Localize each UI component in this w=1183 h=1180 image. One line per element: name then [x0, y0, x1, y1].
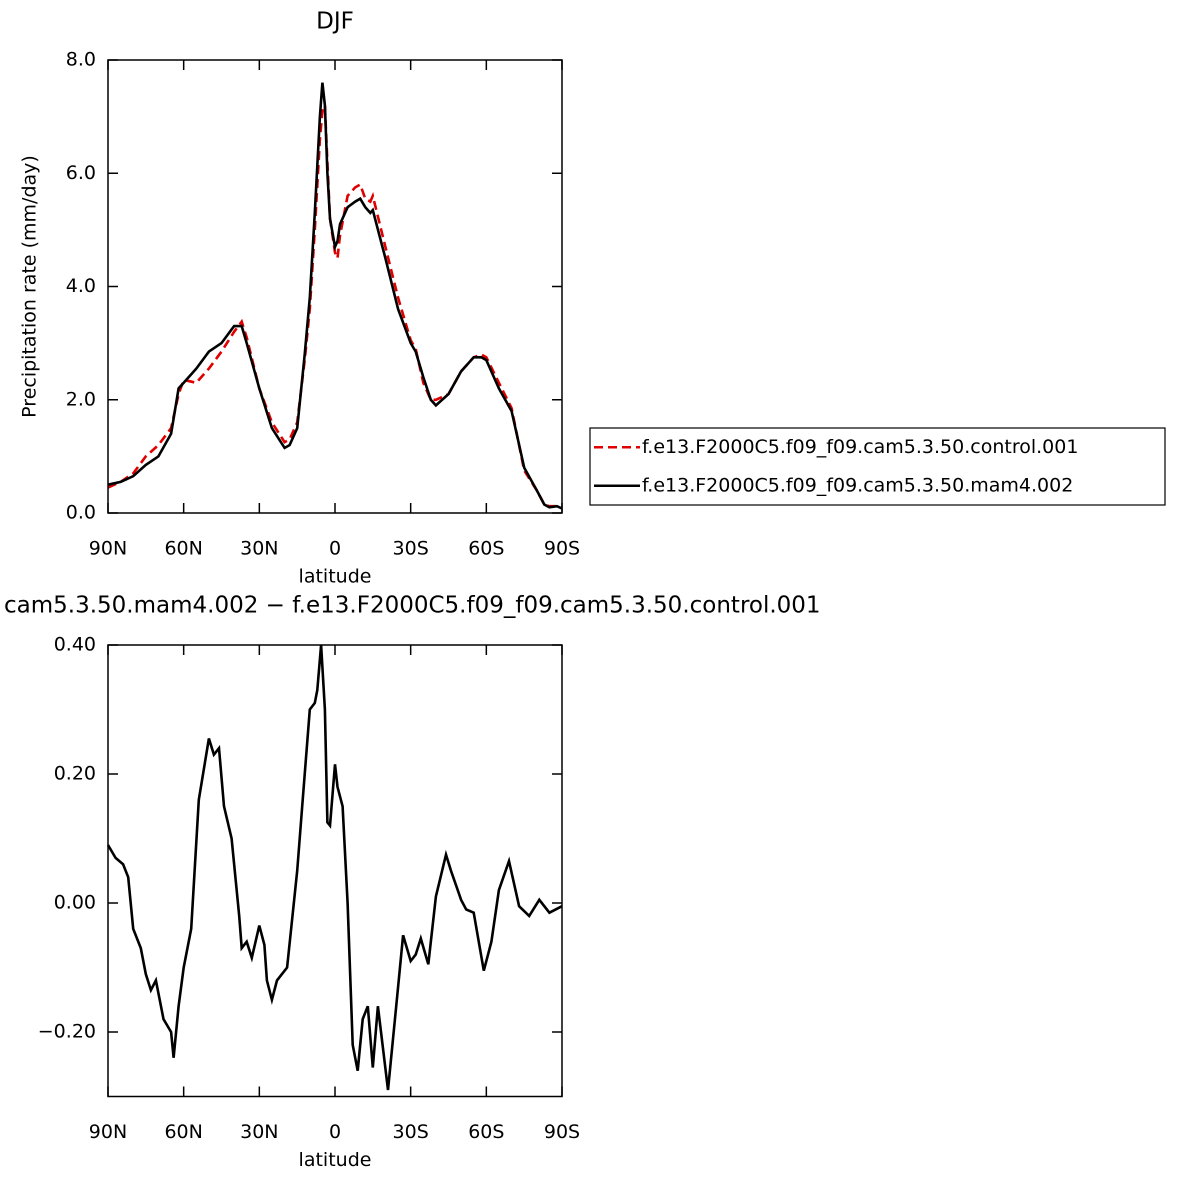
y-tick-label: 4.0: [66, 275, 96, 297]
x-tick-label: 30N: [240, 538, 278, 560]
data-line: [107, 82, 563, 510]
x-tick-label: 90N: [89, 1121, 127, 1143]
x-tick-label: 30S: [393, 538, 429, 560]
x-tick-label: 90S: [544, 538, 580, 560]
x-tick-label: 90N: [89, 538, 127, 560]
data-line: [106, 644, 563, 1091]
x-tick-label: 60S: [468, 538, 504, 560]
legend-label: f.e13.F2000C5.f09_f09.cam5.3.50.mam4.002: [642, 474, 1073, 496]
x-tick-label: 60N: [164, 538, 202, 560]
legend-label: f.e13.F2000C5.f09_f09.cam5.3.50.control.…: [642, 436, 1078, 458]
x-axis-label: latitude: [299, 566, 372, 588]
plot-frame: [107, 59, 563, 514]
plot-frame: [107, 644, 563, 1098]
data-line: [107, 104, 563, 509]
x-tick-label: 30N: [240, 1121, 278, 1143]
x-tick-label: 30S: [393, 1121, 429, 1143]
y-axis-label: Precipitation rate (mm/day): [19, 155, 41, 418]
legend-box: [589, 427, 1166, 506]
y-tick-label: −0.20: [38, 1021, 96, 1043]
x-axis-label: latitude: [299, 1149, 372, 1171]
x-tick-label: 90S: [544, 1121, 580, 1143]
chart-title: DJF: [316, 9, 354, 35]
y-tick-label: 0.40: [54, 634, 96, 656]
y-tick-label: 2.0: [66, 388, 96, 410]
x-tick-label: 0: [329, 538, 341, 560]
chart-title: cam5.3.50.mam4.002 − f.e13.F2000C5.f09_f…: [4, 593, 821, 619]
x-tick-label: 60N: [164, 1121, 202, 1143]
y-tick-label: 0.0: [66, 502, 96, 524]
y-tick-label: 6.0: [66, 162, 96, 184]
y-tick-label: 8.0: [66, 49, 96, 71]
x-tick-label: 60S: [468, 1121, 504, 1143]
y-tick-label: 0.20: [54, 763, 96, 785]
y-tick-label: 0.00: [54, 892, 96, 914]
x-tick-label: 0: [329, 1121, 341, 1143]
